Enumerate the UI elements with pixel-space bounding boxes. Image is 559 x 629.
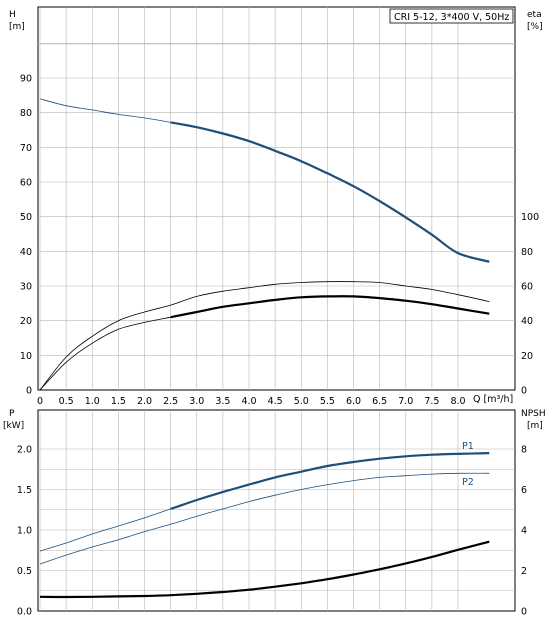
h-axis-label: H	[9, 10, 16, 20]
h-axis-unit: [m]	[9, 22, 25, 32]
h-tick-label: 70	[20, 143, 32, 154]
p2-curve-thin	[39, 472, 490, 565]
eta-axis-unit: [%]	[527, 22, 543, 32]
x-tick-label: 2.0	[137, 396, 152, 407]
top-right-axis-ticks: 0 20 40 60 80 100	[521, 212, 539, 396]
bottom-series	[39, 452, 490, 599]
eta-tick-label: 100	[521, 212, 539, 223]
x-tick-label: 6.5	[372, 396, 387, 407]
p-axis-label: P	[9, 409, 15, 419]
eta-tick-label: 80	[521, 247, 533, 258]
bottom-left-axis-ticks: 0.0 0.5 1.0 1.5 2.0	[17, 445, 32, 618]
h-tick-label: 20	[20, 316, 32, 327]
p-tick-label: 0.5	[17, 566, 32, 577]
x-axis-label: Q [m³/h]	[473, 394, 513, 405]
eta-curve-bold	[170, 295, 490, 319]
x-tick-label: 5.5	[320, 396, 335, 407]
p1-series-label: P1	[462, 441, 474, 452]
header-title: CRI 5-12, 3*400 V, 50Hz	[394, 12, 509, 23]
h-tick-label: 50	[20, 212, 32, 223]
eta-tick-label: 40	[521, 316, 533, 327]
p-tick-label: 1.0	[17, 526, 32, 537]
x-tick-label: 4.5	[268, 396, 283, 407]
h-tick-label: 80	[20, 108, 32, 119]
p1-curve-bold	[170, 452, 490, 510]
h-tick-label: 10	[20, 351, 32, 362]
p-tick-label: 1.5	[17, 485, 32, 496]
npsh-curve-bold	[39, 540, 490, 599]
npsh-axis-unit: [m]	[527, 421, 543, 431]
x-tick-label: 1.0	[85, 396, 100, 407]
h-tick-label: 90	[20, 74, 32, 85]
x-tick-label: 6.0	[346, 396, 361, 407]
h-curve-thin	[39, 98, 171, 123]
x-tick-label: 0.5	[59, 396, 74, 407]
bottom-grid	[38, 410, 515, 611]
x-tick-label: 7.5	[424, 396, 439, 407]
p-tick-label: 2.0	[17, 445, 32, 456]
header-box	[389, 8, 514, 24]
eta-tick-label: 60	[521, 282, 533, 293]
x-axis-ticks: 0 0.5 1.0 1.5 2.0 2.5 3.0 3.5 4.0 4.5 5.0 5.5 6.0 6.5…	[37, 396, 466, 407]
eta-tick-label: 20	[521, 351, 533, 362]
h-curve-bold	[170, 121, 490, 263]
x-tick-label: 4.0	[241, 396, 256, 407]
p-axis-unit: [kW]	[3, 421, 24, 431]
x-tick-label: 0	[37, 396, 43, 407]
top-series	[39, 98, 490, 391]
h-tick-label: 60	[20, 178, 32, 189]
eta-curve-thin	[39, 316, 171, 391]
x-tick-label: 3.5	[215, 396, 230, 407]
top-grid	[38, 7, 515, 390]
npsh-tick-label: 4	[521, 526, 527, 537]
eta-axis-label: eta	[527, 10, 542, 20]
p1-curve-thin	[39, 508, 171, 552]
top-left-axis-ticks: 0 10 20 30 40 50 60 70 80 90	[20, 74, 32, 397]
p-tick-label: 0.0	[17, 607, 32, 618]
x-tick-label: 3.0	[189, 396, 204, 407]
npsh-tick-label: 6	[521, 485, 527, 496]
npsh-tick-label: 8	[521, 445, 527, 456]
p2-series-label: P2	[462, 477, 474, 488]
bottom-panel	[37, 409, 516, 612]
h-tick-label: 40	[20, 247, 32, 258]
x-tick-label: 5.0	[294, 396, 309, 407]
x-tick-label: 2.5	[163, 396, 178, 407]
h-tick-label: 30	[20, 282, 32, 293]
bottom-right-axis-ticks: 0 2 4 6 8	[521, 445, 527, 618]
npsh-tick-label: 0	[521, 607, 527, 618]
npsh-axis-label: NPSH	[521, 409, 546, 419]
x-tick-label: 8.0	[450, 396, 465, 407]
top-panel	[37, 6, 516, 391]
x-tick-label: 7.0	[398, 396, 413, 407]
eta-curve-thin	[39, 281, 490, 391]
eta-tick-label: 0	[521, 386, 527, 397]
h-tick-label: 0	[26, 386, 32, 397]
npsh-tick-label: 2	[521, 566, 527, 577]
x-tick-label: 1.5	[111, 396, 126, 407]
